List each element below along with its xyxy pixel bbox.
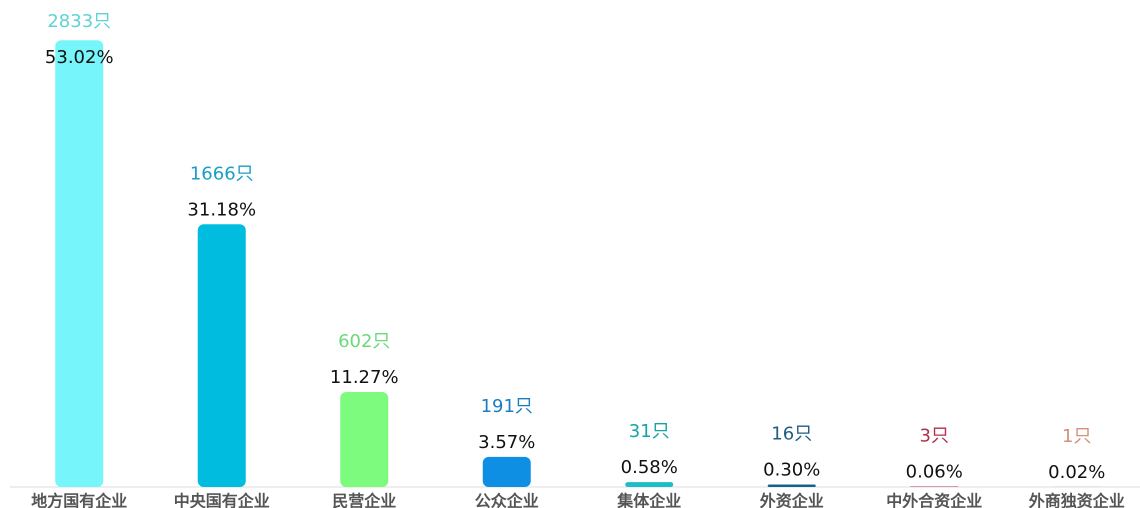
count-label: 3只 <box>920 425 949 446</box>
percent-label: 3.57% <box>478 432 535 453</box>
percent-label: 0.02% <box>1048 462 1105 483</box>
count-label: 1666只 <box>190 163 254 184</box>
x-tick-label: 外商独资企业 <box>1028 492 1125 508</box>
x-tick-label: 民营企业 <box>332 492 396 508</box>
bar <box>197 224 246 488</box>
x-tick-label: 中外合资企业 <box>886 492 982 508</box>
x-tick-label: 公众企业 <box>475 492 539 508</box>
bar <box>767 484 816 487</box>
count-label: 16只 <box>771 423 812 444</box>
x-tick-label: 集体企业 <box>616 492 681 508</box>
count-label: 31只 <box>629 421 670 442</box>
percent-label: 31.18% <box>187 199 256 220</box>
bar <box>625 482 674 487</box>
percent-label: 0.58% <box>621 457 678 478</box>
count-label: 191只 <box>481 396 533 417</box>
bar <box>55 40 104 487</box>
percent-label: 11.27% <box>330 367 399 388</box>
x-tick-label: 地方国有企业 <box>31 492 127 508</box>
percent-label: 0.30% <box>763 459 820 480</box>
bar <box>340 392 389 487</box>
percent-label: 53.02% <box>45 47 114 68</box>
x-tick-label: 外资企业 <box>759 492 824 508</box>
count-label: 1只 <box>1062 426 1091 447</box>
bar <box>910 486 959 487</box>
bar <box>482 456 531 487</box>
count-label: 602只 <box>338 331 390 352</box>
x-tick-label: 中央国有企业 <box>174 492 270 508</box>
percent-label: 0.06% <box>906 461 963 482</box>
count-label: 2833只 <box>47 11 111 32</box>
